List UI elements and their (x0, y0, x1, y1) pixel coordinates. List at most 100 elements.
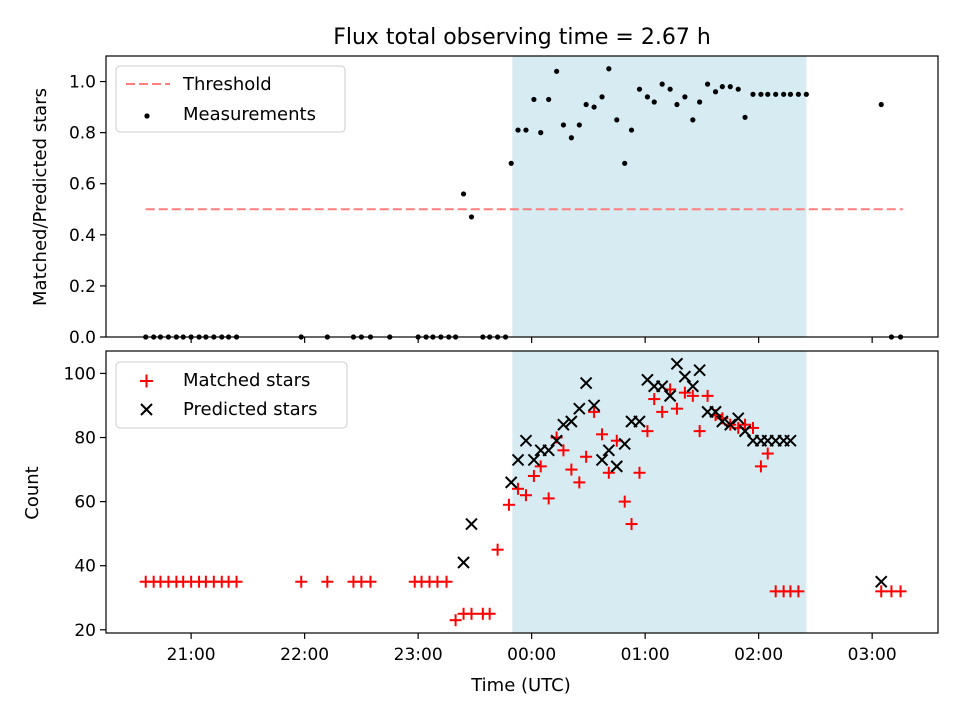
predicted-star-point (738, 424, 752, 438)
measurement-point (568, 135, 574, 141)
measurement-point (727, 84, 733, 90)
matched-star-point (633, 466, 646, 479)
matched-star-point (648, 393, 661, 406)
bottom-x-axis: 21:00 22:00 23:00 00:00 01:00 02:00 03:00 (167, 633, 897, 665)
legend-matched-swatch (140, 374, 153, 388)
measurement-point (651, 99, 657, 105)
measurement-point (742, 114, 748, 120)
matched-star-point (534, 460, 547, 473)
measurement-point (682, 94, 688, 100)
predicted-star-point (579, 376, 593, 390)
predicted-star-point (716, 415, 729, 428)
measurement-point (591, 104, 597, 110)
predicted-star-point (465, 517, 478, 531)
predicted-star-point (587, 399, 601, 412)
measurement-point (460, 191, 467, 197)
predicted-points (457, 357, 888, 588)
measurement-point (644, 94, 651, 100)
measurement-point (599, 94, 605, 100)
predicted-star-point (633, 415, 646, 428)
matched-star-point (580, 450, 593, 463)
measurement-point (606, 66, 612, 72)
predicted-star-point (457, 556, 470, 569)
measurement-point (554, 68, 560, 74)
matched-star-point (739, 418, 752, 431)
top-y-tick-label: 1.0 (69, 73, 96, 93)
top-shaded-region (512, 56, 807, 337)
bottom-plot-frame (105, 350, 939, 634)
measurement-point (781, 91, 787, 97)
matched-star-point (565, 463, 578, 476)
measurement-point (628, 127, 635, 133)
measurement-points (143, 66, 904, 340)
measurement-point (735, 86, 741, 92)
bottom-y-tick-label: 60 (74, 493, 96, 513)
measurement-point (659, 81, 665, 87)
predicted-star-point (784, 434, 797, 447)
measurement-point (614, 117, 620, 123)
bottom-legend-box (115, 361, 348, 429)
measurement-point (765, 91, 771, 97)
bottom-legend: Matched stars Predicted stars (115, 361, 348, 429)
bottom-y-axis-label: Count (22, 466, 43, 519)
matched-star-point (596, 428, 609, 441)
predicted-star-point (511, 453, 525, 467)
top-y-axis: 0.0 0.2 0.4 0.6 0.8 1.0 (69, 73, 106, 348)
x-tick-label: 23:00 (394, 645, 443, 665)
bottom-y-tick-label: 80 (74, 429, 96, 449)
measurement-point (690, 117, 696, 123)
predicted-star-point (565, 415, 578, 428)
matched-star-point (701, 389, 714, 402)
legend-matched-label: Matched stars (183, 370, 310, 391)
matched-star-point (686, 389, 699, 402)
predicted-star-point (542, 444, 555, 457)
predicted-star-point (678, 370, 692, 383)
legend-threshold-label: Threshold (182, 74, 272, 95)
predicted-star-point (686, 380, 700, 393)
matched-star-point (230, 575, 243, 588)
measurement-point (576, 122, 582, 128)
chart-title: Flux total observing time = 2.67 h (333, 25, 711, 50)
top-legend-box (115, 65, 346, 133)
measurement-point (803, 91, 809, 97)
measurement-point (546, 96, 552, 103)
x-axis-label: Time (UTC) (470, 675, 571, 696)
matched-star-point (656, 405, 669, 418)
bottom-shaded-region (512, 351, 807, 633)
predicted-star-point (519, 434, 533, 447)
predicted-star-point (505, 476, 518, 489)
measurement-point (697, 99, 703, 105)
bottom-y-tick-label: 100 (64, 364, 96, 384)
measurement-point (795, 91, 801, 97)
matched-star-point (527, 469, 540, 482)
matched-star-point (894, 585, 907, 598)
legend-predicted-label: Predicted stars (183, 399, 317, 420)
measurement-point (523, 127, 529, 133)
matched-star-point (295, 575, 308, 588)
matched-star-point (449, 614, 462, 627)
measurement-point (773, 91, 779, 97)
measurement-point (704, 81, 711, 87)
predicted-star-point (618, 437, 631, 451)
top-y-tick-label: 0.2 (69, 277, 96, 297)
measurement-point (667, 86, 673, 92)
predicted-star-point (663, 389, 677, 403)
measurement-point (636, 86, 643, 92)
measurement-point (508, 160, 514, 166)
measurement-point (712, 89, 719, 95)
measurement-point (750, 91, 756, 97)
predicted-star-point (724, 418, 737, 431)
matched-star-point (573, 476, 586, 489)
matched-points (139, 383, 907, 627)
measurement-point (583, 101, 589, 108)
matched-star-point (618, 495, 631, 508)
predicted-star-point (709, 405, 722, 419)
predicted-star-point (732, 412, 745, 425)
top-y-tick-label: 0.6 (69, 175, 96, 195)
matched-star-point (519, 489, 532, 502)
top-y-tick-label: 0.4 (69, 226, 96, 246)
predicted-star-point (875, 575, 888, 588)
x-tick-label: 00:00 (507, 645, 556, 665)
x-tick-label: 01:00 (621, 645, 670, 665)
